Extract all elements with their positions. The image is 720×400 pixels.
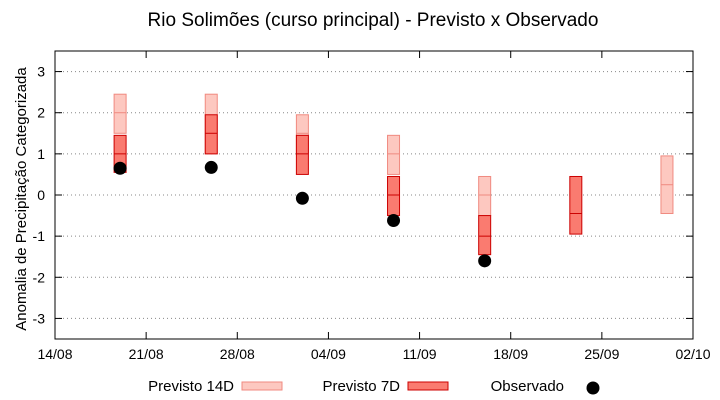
previsto-14d-box (478, 175, 492, 217)
x-tick-label: 28/08 (220, 346, 255, 362)
plot-frame (54, 50, 694, 340)
y-tick-label: 3 (37, 64, 45, 80)
observado-point (478, 254, 492, 268)
previsto-7d-box (387, 175, 401, 217)
x-tick-label: 14/08 (37, 346, 72, 362)
chart-marks (113, 93, 674, 268)
y-tick-label: -1 (33, 228, 46, 244)
legend-marker-observado (586, 381, 600, 395)
observado-point (387, 214, 401, 228)
x-tick-label: 25/09 (584, 346, 619, 362)
legend-swatch-previsto-14d (241, 381, 283, 391)
grid-lines (55, 71, 693, 319)
x-tick-label: 18/09 (493, 346, 528, 362)
x-tick-label: 02/10 (675, 346, 710, 362)
y-tick-label: 0 (37, 187, 45, 203)
y-axis-label: Anomalia de Precipitação Categorizada (13, 67, 30, 331)
chart-title: Rio Solimões (curso principal) - Previst… (148, 10, 599, 31)
previsto-14d-box (113, 93, 127, 134)
previsto-14d-box (387, 134, 401, 175)
previsto-7d-box (478, 215, 492, 256)
legend: Previsto 14D Previsto 7D Observado (148, 378, 600, 395)
y-tick-label: -3 (33, 310, 46, 326)
x-tick-label: 04/09 (311, 346, 346, 362)
previsto-7d-box (295, 134, 309, 175)
observado-point (204, 160, 218, 174)
legend-label-observado: Observado (491, 378, 564, 395)
observado-point (295, 191, 309, 205)
y-tick-label: -2 (33, 269, 46, 285)
legend-label-previsto-14d: Previsto 14D (148, 378, 234, 395)
y-tick-label: 2 (37, 105, 45, 121)
axis-ticks: -3 -2 -1 0 1 2 3 14/08 21/08 28/08 04/09 11/09 18/09… (33, 51, 711, 362)
previsto-7d-box (204, 114, 218, 155)
observado-point (113, 161, 127, 175)
legend-label-previsto-7d: Previsto 7D (322, 378, 400, 395)
y-tick-label: 1 (37, 146, 45, 162)
legend-swatch-previsto-7d (407, 381, 449, 391)
previsto-7d-box (569, 175, 583, 235)
x-tick-label: 11/09 (403, 346, 437, 362)
x-tick-label: 21/08 (129, 346, 164, 362)
